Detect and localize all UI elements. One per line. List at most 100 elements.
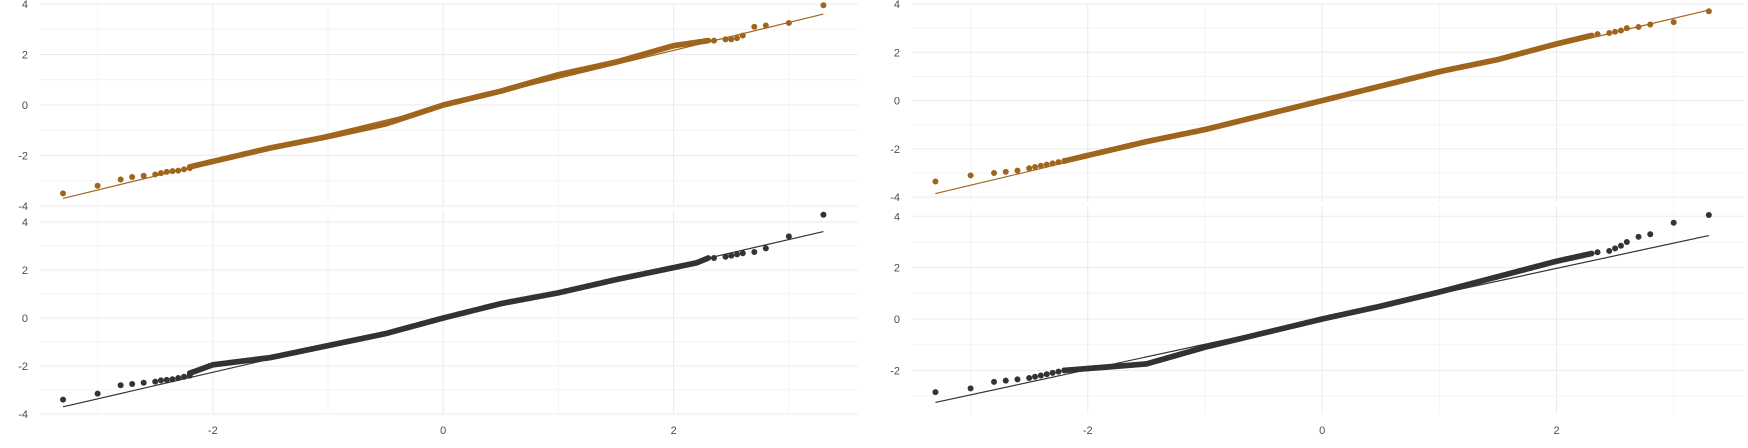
grid: [40, 210, 858, 415]
y-tick-label: 0: [22, 313, 28, 325]
y-tick-label: -2: [890, 144, 900, 156]
qq-point-tail: [1014, 376, 1021, 383]
x-tick-label: -2: [208, 425, 218, 437]
qq-point-tail: [820, 2, 827, 9]
y-tick-label: -4: [18, 201, 28, 213]
qq-point-tail: [710, 37, 717, 44]
y-tick-label: 2: [22, 50, 28, 62]
x-tick-label: 0: [440, 425, 446, 437]
qq-point-tail: [181, 166, 188, 173]
qq-point-tail: [785, 19, 792, 26]
qq-point: [705, 255, 712, 261]
qq-point-tail: [1623, 25, 1630, 32]
qq-point-tail: [157, 170, 164, 177]
x-tick-label: 2: [671, 425, 677, 437]
qq-point: [705, 37, 712, 44]
qq-point-tail: [1002, 168, 1009, 175]
qq-point-tail: [152, 171, 159, 178]
qq-point-tail: [1032, 373, 1039, 380]
qq-point-tail: [1705, 8, 1712, 15]
qq-point-tail: [734, 251, 741, 258]
y-tick-label: 4: [894, 211, 900, 223]
qq-point-tail: [1670, 19, 1677, 26]
qq-point: [1588, 32, 1595, 39]
qq-point-tail: [1026, 165, 1033, 172]
qq-point-tail: [1612, 28, 1619, 35]
y-tick-label: -4: [890, 192, 900, 204]
y-tick-label: 2: [894, 47, 900, 59]
qq-point-tail: [1037, 162, 1044, 169]
qq-point-tail: [1623, 238, 1630, 245]
qq-point-tail: [722, 253, 729, 260]
qq-point: [1588, 250, 1595, 257]
qq-point-tail: [152, 378, 159, 385]
qq-point-tail: [186, 372, 193, 379]
x-tick-label: 0: [1319, 425, 1325, 437]
qq-point-tail: [1635, 23, 1642, 30]
qq-point-tail: [163, 168, 170, 175]
qq-point-tail: [169, 376, 176, 383]
qq-point-tail: [1647, 21, 1654, 28]
qq-point-tail: [1055, 159, 1062, 166]
qq-point-tail: [94, 390, 101, 397]
y-tick-label: 2: [894, 263, 900, 275]
y-tick-label: 0: [894, 314, 900, 326]
y-tick-label: -2: [18, 361, 28, 373]
qq-point-tail: [117, 176, 124, 183]
qq-point-tail: [1594, 249, 1601, 256]
qq-point-tail: [1049, 369, 1056, 376]
qq-points: [932, 8, 1712, 185]
qq-point-tail: [991, 170, 998, 177]
panel-right-top: -4 -2 0 2 4: [890, 0, 1744, 204]
y-tick-label: 4: [22, 0, 28, 11]
qq-point-tail: [722, 36, 729, 43]
qq-point-tail: [739, 32, 746, 39]
qq-point-tail: [762, 22, 769, 29]
qq-point-tail: [728, 36, 735, 43]
panel-left-bottom: -4 -2 0 2 4 -2 0 2: [18, 210, 858, 437]
qq-point-tail: [739, 250, 746, 257]
qq-point-tail: [129, 381, 136, 387]
qq-point-tail: [932, 389, 939, 396]
qq-point-tail: [117, 382, 124, 389]
qq-points: [932, 211, 1712, 396]
grid: [912, 3, 1744, 202]
qq-point-tail: [1635, 233, 1642, 240]
qq-point-tail: [1043, 371, 1050, 378]
panel-right-bottom: -2 0 2 4 -2 0 2: [890, 206, 1744, 437]
qq-point-tail: [157, 377, 164, 384]
qq-point-tail: [1705, 211, 1712, 218]
qq-point-tail: [1014, 167, 1021, 174]
y-tick-label: 0: [22, 100, 28, 112]
qq-point-tail: [967, 172, 974, 179]
qq-point-tail: [175, 167, 182, 174]
qq-point-tail: [820, 211, 827, 218]
qq-point-tail: [60, 396, 67, 403]
qq-point-tail: [1043, 161, 1050, 168]
qq-point-tail: [1606, 247, 1613, 254]
qq-point-tail: [129, 173, 136, 180]
qq-point-tail: [967, 385, 974, 392]
qq-point-tail: [175, 375, 182, 381]
qq-points: [60, 2, 827, 197]
x-tick-label: 2: [1553, 425, 1559, 437]
qq-point-tail: [1612, 245, 1619, 252]
qq-point-tail: [140, 379, 147, 386]
qq-point-tail: [1617, 242, 1624, 249]
qq-point-tail: [60, 190, 67, 197]
qq-point-tail: [762, 245, 769, 252]
qq-point-tail: [1055, 368, 1062, 375]
qq-points: [60, 211, 827, 403]
qq-point-tail: [1002, 377, 1009, 384]
y-tick-label: -4: [18, 409, 28, 421]
qq-point-tail: [1594, 31, 1601, 38]
qq-point-tail: [169, 168, 176, 175]
qq-point-tail: [1617, 27, 1624, 34]
y-tick-label: 4: [894, 0, 900, 11]
qq-point-tail: [1037, 372, 1044, 379]
qq-point-tail: [1049, 160, 1056, 167]
qq-point-tail: [785, 233, 792, 240]
qq-point-tail: [163, 376, 170, 383]
qq-point-tail: [932, 178, 939, 185]
